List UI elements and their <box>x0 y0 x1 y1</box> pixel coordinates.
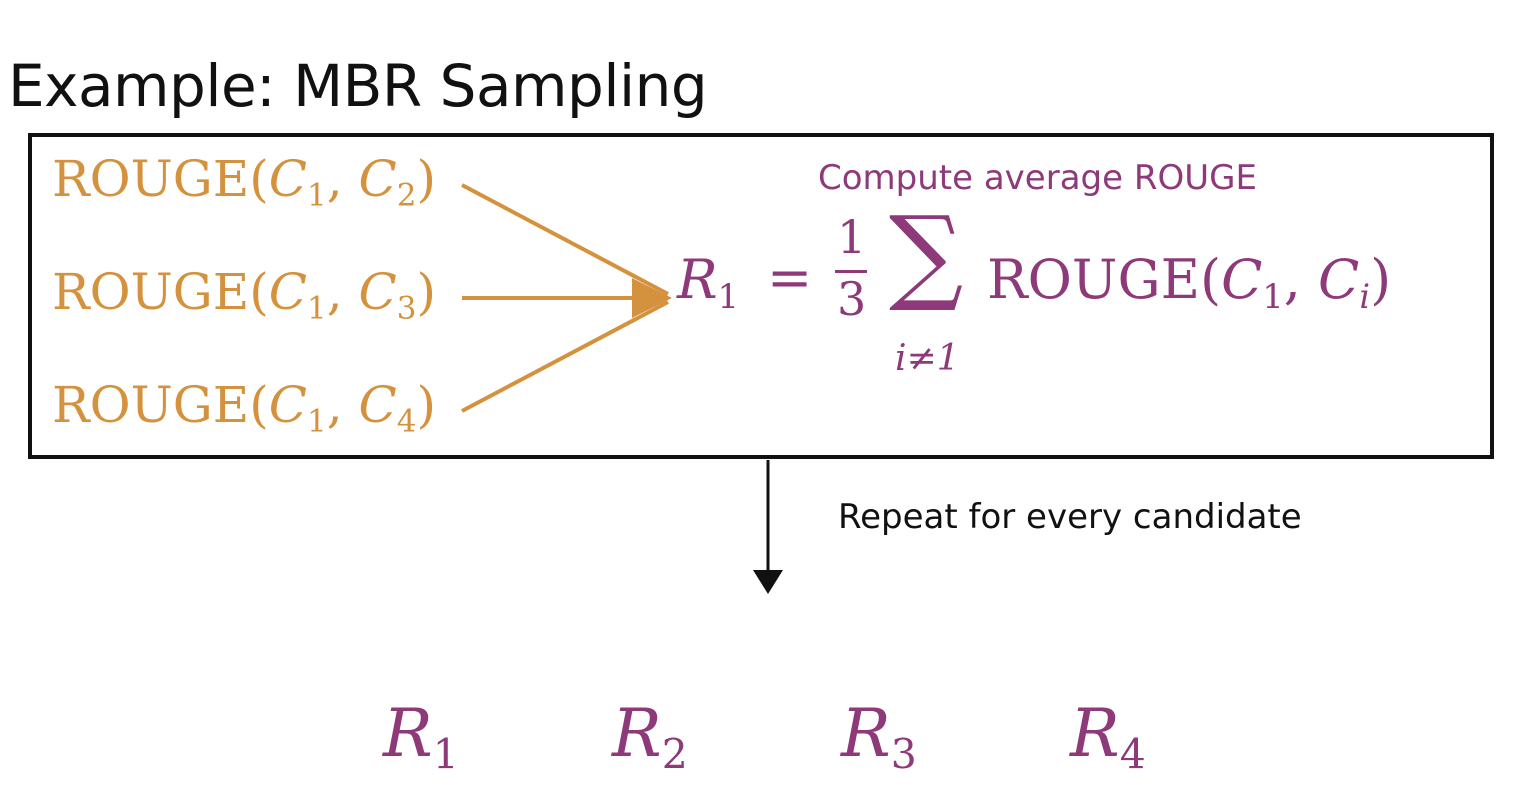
result-subscript: 1 <box>432 730 459 779</box>
rouge-term-c1-c4: ROUGE(C1, C4) <box>52 376 436 439</box>
result-symbol: R <box>841 695 891 772</box>
summation-sign: ∑ <box>889 193 964 315</box>
candidate-symbol: C <box>358 376 397 434</box>
result-symbol: R <box>383 695 433 772</box>
close-paren: ) <box>416 376 437 434</box>
formula-lhs: R1 <box>677 248 739 316</box>
result-symbol: R <box>612 695 662 772</box>
result-subscript: 1 <box>717 277 739 317</box>
formula-rhs: ROUGE(C1, Ci) <box>987 248 1391 316</box>
candidate-subscript: 3 <box>396 290 417 327</box>
candidate-subscript: 1 <box>307 177 327 214</box>
rouge-fn: ROUGE( <box>52 150 269 208</box>
equals-sign: = <box>767 246 813 309</box>
result-subscript: 4 <box>1119 730 1146 779</box>
result-subscript: 2 <box>661 730 688 779</box>
candidate-symbol: C <box>1221 248 1263 311</box>
candidate-symbol: C <box>268 150 307 208</box>
candidate-symbol: C <box>268 376 307 434</box>
fraction-bar <box>835 270 867 273</box>
close-paren: ) <box>416 263 437 321</box>
candidate-subscript: 1 <box>307 403 327 440</box>
rouge-term-c1-c3: ROUGE(C1, C3) <box>52 263 436 326</box>
fraction-numerator: 1 <box>837 210 867 264</box>
candidate-subscript: 1 <box>307 290 327 327</box>
candidate-subscript: 1 <box>1262 277 1284 317</box>
fraction-denominator: 3 <box>837 272 867 326</box>
repeat-caption: Repeat for every candidate <box>838 497 1302 537</box>
candidate-subscript: 2 <box>396 177 417 214</box>
rouge-fn: ROUGE( <box>52 263 269 321</box>
rouge-fn: ROUGE( <box>987 248 1222 311</box>
candidate-symbol: C <box>268 263 307 321</box>
result-symbol: R <box>677 248 718 311</box>
result-r3: R3 <box>841 695 917 778</box>
candidate-subscript: 4 <box>396 403 417 440</box>
separator: , <box>326 376 359 434</box>
result-r1: R1 <box>383 695 459 778</box>
compute-average-caption: Compute average ROUGE <box>818 158 1257 198</box>
result-symbol: R <box>1070 695 1120 772</box>
formula-box <box>28 133 1494 459</box>
separator: , <box>1283 248 1319 311</box>
candidate-symbol: C <box>1318 248 1360 311</box>
candidate-symbol: C <box>358 263 397 321</box>
candidate-subscript: i <box>1359 277 1371 317</box>
candidate-symbol: C <box>358 150 397 208</box>
result-subscript: 3 <box>890 730 917 779</box>
separator: , <box>326 263 359 321</box>
close-paren: ) <box>416 150 437 208</box>
summation-index: i≠1 <box>895 338 960 379</box>
separator: , <box>326 150 359 208</box>
result-r2: R2 <box>612 695 688 778</box>
result-r4: R4 <box>1070 695 1146 778</box>
close-paren: ) <box>1370 248 1392 311</box>
rouge-term-c1-c2: ROUGE(C1, C2) <box>52 150 436 213</box>
rouge-fn: ROUGE( <box>52 376 269 434</box>
slide-title: Example: MBR Sampling <box>8 52 708 120</box>
